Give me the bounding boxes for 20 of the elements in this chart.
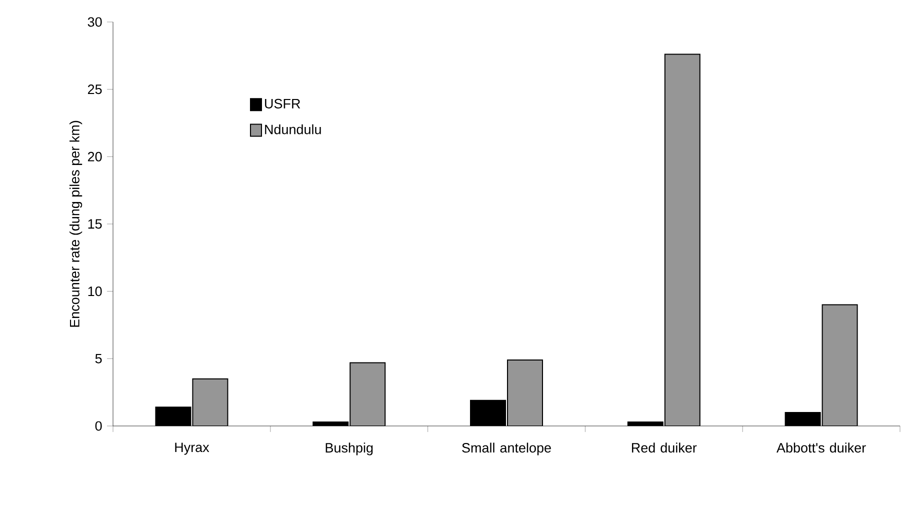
- bar: [664, 54, 700, 426]
- y-tick-label: 0: [95, 421, 102, 431]
- y-tick-label: 25: [88, 84, 102, 94]
- y-axis-title: Encounter rate (dung piles per km): [70, 120, 82, 327]
- y-tick-label: 30: [88, 17, 102, 27]
- x-tick-label: Small antelope: [462, 442, 551, 456]
- bar: [507, 360, 544, 426]
- bar: [192, 378, 228, 426]
- y-tick-label: 15: [88, 219, 102, 229]
- y-tick-label: 10: [88, 286, 102, 296]
- x-tick-label: Red duiker: [632, 442, 697, 453]
- y-tick-label: 20: [88, 152, 102, 162]
- bar: [822, 304, 858, 426]
- y-tick-label: 5: [95, 354, 102, 364]
- legend-label: Ndundulu: [265, 124, 321, 134]
- legend-label: USFR: [265, 98, 300, 108]
- x-tick-label: Bushpig: [326, 442, 373, 456]
- x-tick-label: Hyrax: [175, 442, 210, 455]
- x-tick-label: Abbott's duiker: [776, 442, 866, 453]
- bar: [350, 362, 386, 426]
